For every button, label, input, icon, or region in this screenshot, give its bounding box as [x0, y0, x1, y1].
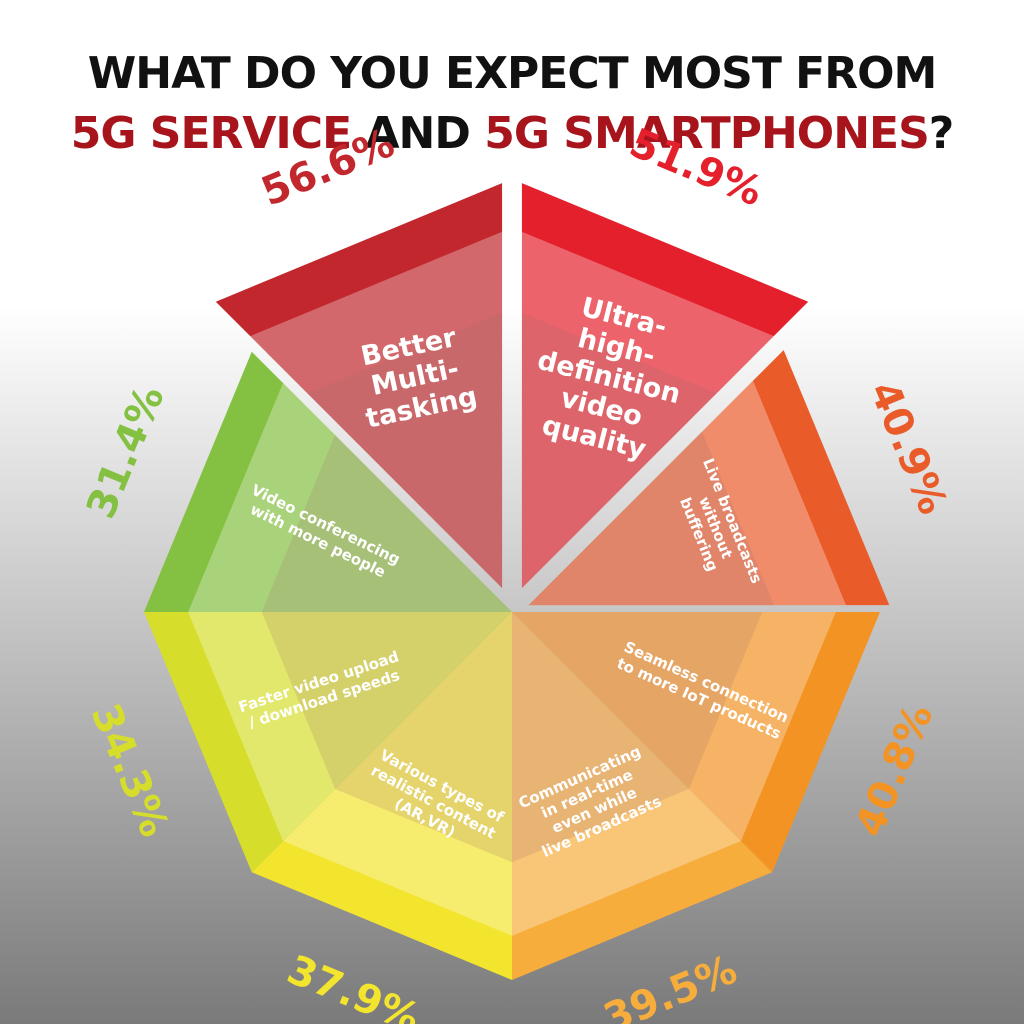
sector-inner: [512, 612, 763, 789]
title-text: ?: [928, 108, 955, 159]
sector-band: [521, 231, 774, 588]
sector-band: [512, 612, 741, 936]
value-label: 51.9%: [623, 120, 769, 216]
sector-band: [188, 383, 512, 612]
value-label: 31.4%: [78, 379, 174, 525]
sector-outer: [144, 612, 512, 873]
sector-inner: [261, 435, 512, 612]
sector-band: [283, 612, 512, 936]
sector-inner: [528, 431, 774, 606]
sector-outer: [528, 350, 890, 606]
sector-outer: [144, 351, 512, 612]
value-label: 37.9%: [281, 947, 427, 1024]
sector-inner: [512, 612, 689, 863]
sector-outer: [251, 612, 512, 980]
title-highlight: 5G SMARTPHONES: [484, 108, 930, 159]
sector: Faster video upload/ download speeds: [144, 612, 512, 873]
sector-outer: [215, 183, 503, 588]
title-highlight: 5G SERVICE: [70, 108, 352, 159]
title-line: 5G SERVICE AND 5G SMARTPHONES?: [0, 108, 1024, 159]
sector-inner: [307, 312, 503, 588]
title-text: AND: [365, 108, 470, 159]
sector-band: [512, 612, 836, 841]
sector-band: [188, 612, 512, 841]
sector-outer: [512, 612, 773, 980]
sector-outer: [512, 612, 880, 873]
title-line: WHAT DO YOU EXPECT MOST FROM: [87, 48, 938, 99]
value-label: 39.5%: [598, 947, 744, 1024]
value-label: 40.8%: [847, 698, 943, 844]
sector-band: [528, 380, 846, 606]
sector-inner: [521, 312, 717, 588]
sector-inner: [335, 612, 512, 863]
sector-inner: [261, 612, 512, 789]
value-label: 34.3%: [82, 698, 178, 844]
value-label: 40.9%: [860, 375, 956, 521]
sector-outer: [521, 183, 809, 588]
value-label: 56.6%: [255, 120, 401, 216]
sector-band: [250, 231, 503, 588]
